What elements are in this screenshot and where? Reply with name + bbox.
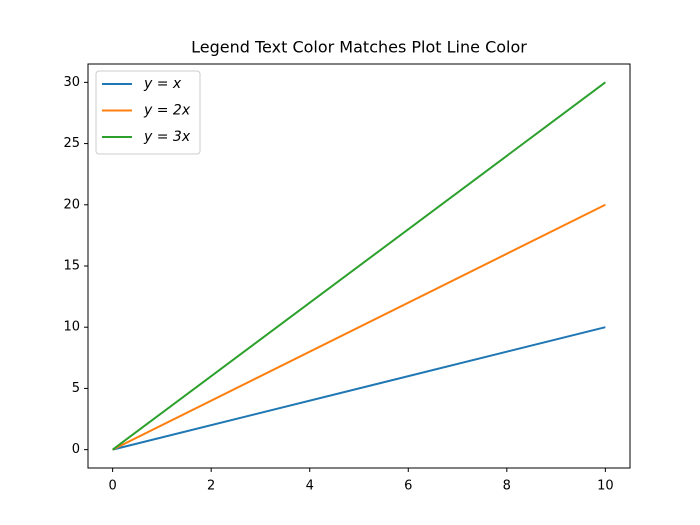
chart-title: Legend Text Color Matches Plot Line Colo… <box>191 38 527 57</box>
y-tick-label: 5 <box>72 381 80 396</box>
data-line <box>112 203 606 451</box>
y-tick-label: 15 <box>63 259 80 274</box>
plot-frame <box>87 63 631 469</box>
legend-label: y = 2x <box>143 103 191 119</box>
data-line <box>112 81 606 451</box>
legend-label: y = 3x <box>143 129 191 145</box>
y-tick-label: 20 <box>63 197 80 212</box>
legend-label: y = x <box>143 76 182 92</box>
y-tick-label: 0 <box>72 442 80 457</box>
y-tick-label: 25 <box>63 136 80 151</box>
x-tick-label: 0 <box>108 479 116 494</box>
y-tick-label: 30 <box>63 75 80 90</box>
x-tick-label: 2 <box>207 479 215 494</box>
x-tick-label: 8 <box>503 479 511 494</box>
y-tick-label: 10 <box>63 320 80 335</box>
x-tick-label: 10 <box>597 479 614 494</box>
data-line <box>112 326 606 451</box>
x-tick-label: 4 <box>306 479 314 494</box>
x-tick-label: 6 <box>404 479 412 494</box>
legend-box <box>95 70 201 155</box>
